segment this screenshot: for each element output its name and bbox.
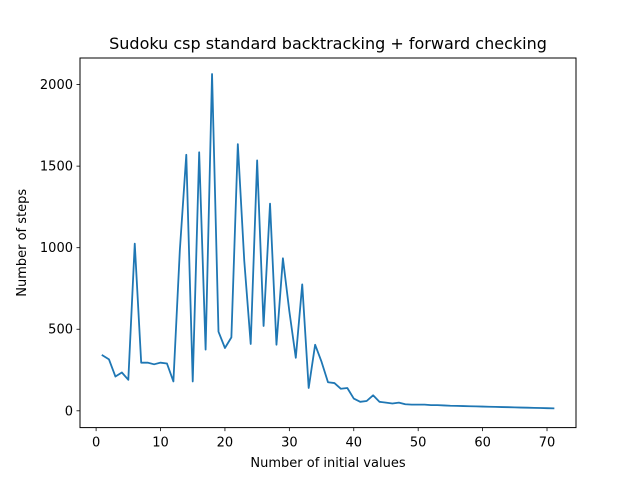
- x-axis-label: Number of initial values: [250, 456, 405, 471]
- chart-title: Sudoku csp standard backtracking + forwa…: [109, 34, 547, 53]
- y-tick-label: 1500: [40, 160, 73, 175]
- x-tick-label: 70: [539, 436, 556, 451]
- x-tick-label: 60: [474, 436, 491, 451]
- x-tick-label: 20: [217, 436, 234, 451]
- plot-area: [101, 73, 555, 410]
- y-tick-label: 500: [48, 323, 73, 338]
- axis-ticks: 0 10 20 30 40 50 60 70 0 500 1000 1500 2000: [40, 78, 555, 451]
- series-line-0: [101, 73, 555, 410]
- y-tick-label: 1000: [40, 241, 73, 256]
- x-tick-label: 30: [281, 436, 298, 451]
- x-tick-label: 50: [410, 436, 427, 451]
- x-tick-label: 40: [345, 436, 362, 451]
- y-tick-label: 2000: [40, 78, 73, 93]
- x-tick-label: 0: [92, 436, 100, 451]
- x-tick-label: 10: [152, 436, 169, 451]
- y-tick-label: 0: [65, 404, 73, 419]
- axes-frame: [79, 57, 577, 429]
- y-axis-label: Number of steps: [15, 189, 30, 297]
